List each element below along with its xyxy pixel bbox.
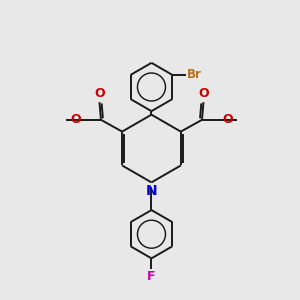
- Text: N: N: [146, 184, 157, 199]
- Text: Br: Br: [187, 68, 201, 81]
- Text: O: O: [70, 113, 81, 126]
- Text: F: F: [147, 269, 156, 283]
- Text: O: O: [94, 87, 105, 100]
- Text: O: O: [198, 87, 209, 100]
- Text: O: O: [222, 113, 232, 126]
